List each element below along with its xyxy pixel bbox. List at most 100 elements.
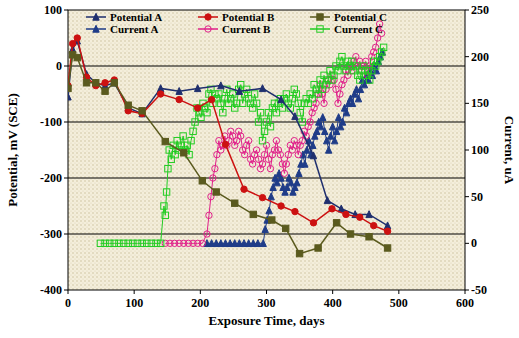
data-point — [294, 179, 300, 186]
data-point — [307, 119, 313, 125]
data-point — [267, 123, 273, 129]
data-point — [116, 240, 122, 246]
data-point — [218, 100, 224, 106]
data-point — [320, 114, 326, 121]
data-point — [194, 85, 200, 92]
data-point — [327, 67, 333, 73]
data-point — [208, 96, 214, 102]
data-point — [327, 132, 333, 139]
data-point — [339, 118, 345, 125]
data-point — [241, 151, 247, 157]
data-point — [279, 105, 285, 111]
data-point — [273, 137, 279, 143]
data-point — [335, 67, 341, 73]
data-point — [335, 100, 341, 106]
series-2 — [68, 52, 391, 257]
data-point — [234, 100, 240, 106]
data-point — [337, 58, 343, 64]
data-point — [192, 119, 198, 125]
legend-line — [310, 28, 330, 30]
data-point — [347, 231, 353, 237]
data-point — [262, 226, 268, 233]
data-point — [302, 160, 308, 167]
data-point — [359, 67, 365, 73]
data-point — [322, 128, 328, 135]
data-point — [144, 240, 150, 246]
data-point — [293, 91, 299, 97]
data-point — [245, 137, 251, 143]
data-point — [317, 77, 323, 83]
data-point — [166, 147, 172, 153]
data-point — [313, 86, 319, 92]
data-point — [237, 81, 243, 87]
y2-tick-label: -50 — [471, 283, 487, 297]
data-point — [268, 193, 274, 200]
y-axis-title: Potential, mV (SCE) — [5, 93, 20, 207]
data-point — [329, 123, 335, 130]
data-point — [153, 240, 159, 246]
data-point — [376, 53, 382, 59]
data-point — [292, 208, 298, 214]
data-point — [263, 119, 269, 125]
legend-marker — [205, 14, 211, 20]
x-tick-label: 300 — [258, 296, 276, 310]
data-point — [361, 63, 367, 69]
plot-area — [68, 21, 391, 257]
data-point — [161, 203, 167, 209]
data-point — [341, 63, 347, 69]
data-point — [267, 165, 273, 171]
data-point — [190, 128, 196, 134]
data-point — [281, 170, 287, 176]
data-point — [372, 63, 378, 69]
plot-background — [68, 10, 465, 290]
data-point — [333, 220, 339, 226]
data-point — [174, 137, 180, 143]
data-point — [366, 234, 372, 240]
data-point — [309, 95, 315, 101]
data-point — [69, 40, 75, 46]
data-point — [247, 100, 253, 106]
legend-label: Potential B — [222, 11, 275, 23]
data-point — [102, 240, 108, 246]
series-line — [165, 24, 381, 243]
data-point — [331, 137, 337, 144]
legend-marker — [205, 26, 211, 32]
data-point — [378, 49, 384, 55]
data-point — [263, 142, 269, 148]
y2-tick — [465, 103, 469, 104]
data-point — [232, 105, 238, 111]
data-point — [355, 72, 361, 78]
data-point — [228, 95, 234, 101]
legend-label: Potential C — [334, 11, 387, 23]
data-point — [251, 91, 257, 97]
data-point — [310, 220, 316, 226]
data-point — [296, 250, 302, 256]
data-point — [307, 91, 313, 97]
data-point — [283, 91, 289, 97]
data-point — [102, 88, 108, 94]
data-point — [296, 170, 302, 177]
data-point — [218, 82, 224, 89]
data-point — [83, 80, 89, 86]
series-3 — [204, 48, 386, 246]
x-tick — [68, 290, 69, 294]
legend-label: Potential A — [110, 11, 162, 23]
x-tick-label: 0 — [65, 296, 71, 310]
data-point — [325, 146, 331, 153]
y2-axis-title: Current, uA — [502, 116, 517, 185]
data-point — [295, 151, 301, 157]
data-point — [199, 178, 205, 184]
data-point — [345, 58, 351, 64]
data-point — [259, 194, 265, 200]
data-point — [68, 85, 71, 91]
data-point — [253, 147, 259, 153]
data-point — [283, 161, 289, 167]
y2-tick — [465, 56, 469, 57]
data-point — [168, 156, 174, 162]
data-point — [282, 225, 288, 231]
data-point — [292, 113, 298, 120]
y-tick-label: -200 — [40, 171, 62, 185]
data-point — [111, 79, 117, 86]
data-point — [232, 200, 238, 206]
data-point — [93, 80, 99, 86]
